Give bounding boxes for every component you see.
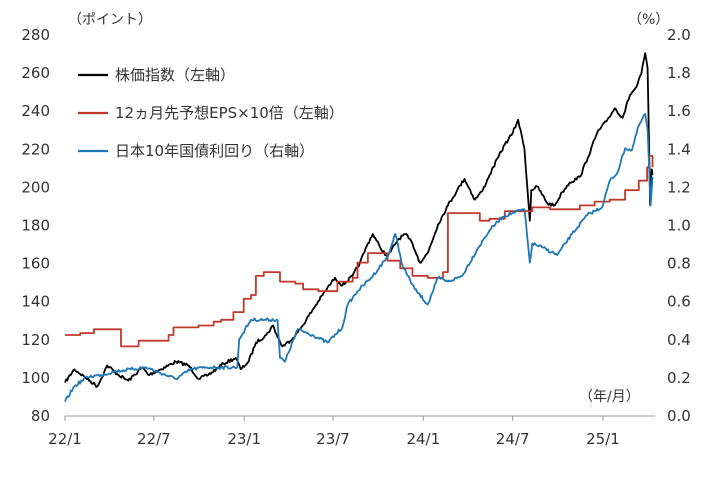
left-axis: 80 100 120 140 160 180 200 220 240 260 280 [21,26,50,425]
series-line-stock [64,52,654,388]
right-tick-label: 0.6 [667,293,691,311]
left-tick-label: 200 [21,178,50,196]
x-tick-label: 25/1 [586,430,620,448]
x-axis: 22/1 22/7 23/1 23/7 24/1 24/7 25/1 [48,415,655,448]
legend-label-jgb: 日本10年国債利回り（右軸） [115,142,314,160]
legend-label-eps: 12ヵ月先予想EPS×10倍（左軸） [115,104,344,122]
series-layer [64,52,654,402]
series-line-jgb [64,113,654,402]
right-tick-label: 0.8 [667,255,691,273]
right-tick-label: 0.2 [667,369,691,387]
right-tick-label: 1.6 [667,102,691,120]
left-tick-label: 140 [21,293,50,311]
x-tick-label: 22/1 [48,430,82,448]
left-unit-label: （ポイント） [68,12,152,28]
x-tick-label: 24/7 [496,430,530,448]
left-tick-label: 100 [21,369,50,387]
right-tick-label: 2.0 [667,26,691,44]
left-tick-label: 220 [21,140,50,158]
legend: 株価指数（左軸） 12ヵ月先予想EPS×10倍（左軸） 日本10年国債利回り（右軸） [78,66,344,160]
x-tick-label: 22/7 [137,430,171,448]
right-tick-label: 1.0 [667,217,691,235]
x-tick-label: 24/1 [406,430,440,448]
right-tick-label: 1.8 [667,64,691,82]
right-unit-label: （%） [628,12,669,28]
right-axis: 0.0 0.2 0.4 0.6 0.8 1.0 1.2 1.4 1.6 1.8 2.0 [667,26,691,425]
left-tick-label: 180 [21,217,50,235]
left-tick-label: 240 [21,102,50,120]
x-tick-label: 23/1 [227,430,261,448]
series-line-eps [65,155,654,348]
left-tick-label: 120 [21,331,50,349]
right-tick-label: 0.4 [667,331,691,349]
left-tick-label: 280 [21,26,50,44]
x-unit-label: （年/月） [579,389,640,405]
left-tick-label: 160 [21,255,50,273]
left-tick-label: 260 [21,64,50,82]
right-tick-label: 1.4 [667,140,691,158]
legend-label-stock: 株価指数（左軸） [115,66,235,84]
x-tick-label: 23/7 [316,430,350,448]
right-tick-label: 1.2 [667,178,691,196]
left-tick-label: 80 [31,407,50,425]
right-tick-label: 0.0 [667,407,691,425]
